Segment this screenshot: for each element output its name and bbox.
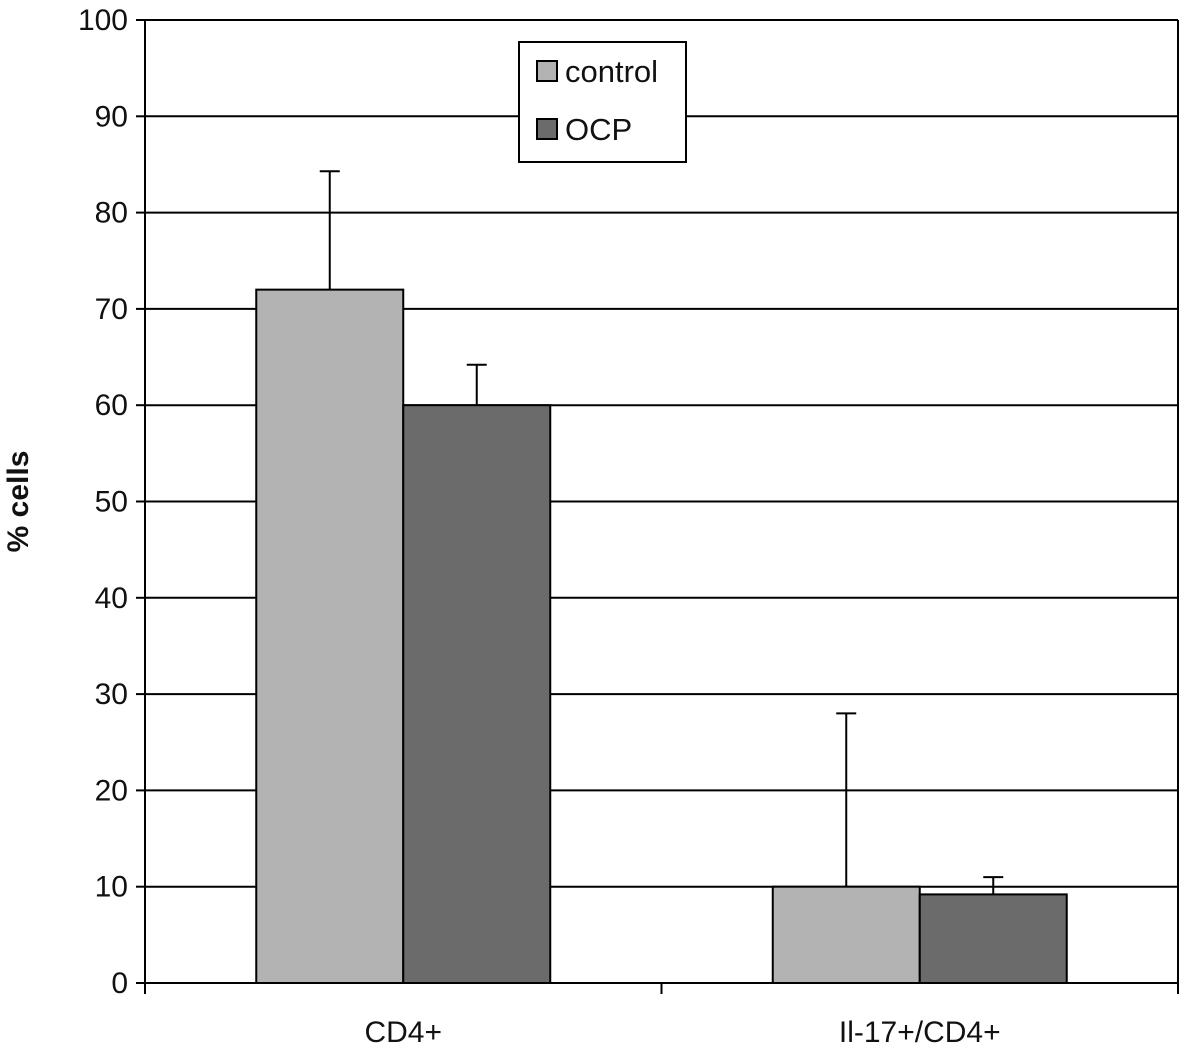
- y-tick-label: 20: [95, 774, 128, 807]
- bar-ocp: [918, 893, 1068, 984]
- x-category-label: CD4+: [364, 1016, 442, 1049]
- legend: control OCP: [518, 41, 687, 163]
- x-category-label: Il-17+/CD4+: [839, 1016, 1001, 1049]
- y-tick-label: 60: [95, 389, 128, 422]
- y-tick-label: 90: [95, 100, 128, 133]
- bars: [255, 170, 1068, 985]
- labels: % cells CD4+ Il-17+/CD4+: [2, 451, 1001, 1049]
- y-tick-label: 100: [78, 4, 128, 37]
- legend-label: control: [565, 54, 658, 89]
- bar-control: [771, 885, 921, 985]
- y-tick-label: 10: [95, 871, 128, 904]
- y-tick-label: 0: [111, 967, 128, 1000]
- legend-swatch: [536, 118, 558, 140]
- y-tick-label: 80: [95, 197, 128, 230]
- legend-swatch: [536, 60, 558, 82]
- y-tick-label: 70: [95, 293, 128, 326]
- y-axis-label: % cells: [2, 451, 35, 553]
- bar-ocp: [402, 404, 552, 984]
- y-tick-label: 30: [95, 678, 128, 711]
- y-tick-label: 50: [95, 486, 128, 519]
- axes: 0 10 20 30 40 50 60 70 80 90 100: [78, 4, 1179, 1000]
- legend-label: OCP: [565, 112, 632, 147]
- y-tick-label: 40: [95, 582, 128, 615]
- bar-control: [255, 288, 405, 984]
